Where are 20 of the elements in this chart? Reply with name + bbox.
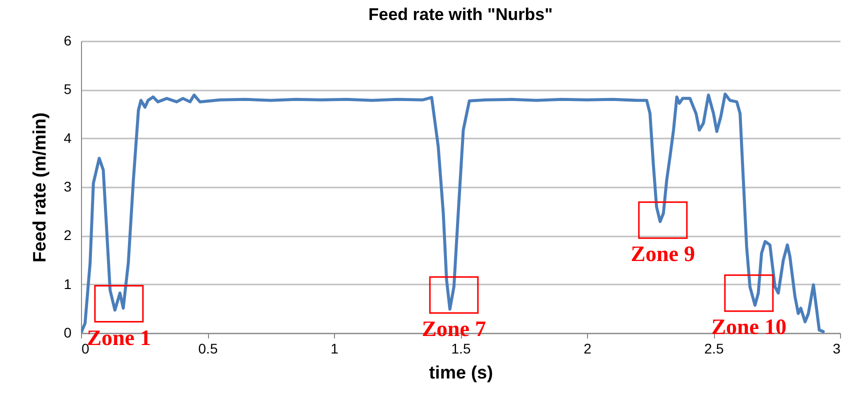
y-tick-label: 3 xyxy=(64,178,72,194)
y-axis-title: Feed rate (m/min) xyxy=(30,112,50,263)
y-tick-label: 5 xyxy=(64,81,72,98)
x-tick-label: 3 xyxy=(832,340,841,356)
x-axis-title: time (s) xyxy=(428,362,494,382)
chart-title: Feed rate with "Nurbs" xyxy=(368,5,553,24)
y-tick-label: 6 xyxy=(64,32,72,48)
y-tick-label: 1 xyxy=(64,276,72,292)
x-tick-label: 1 xyxy=(330,340,339,356)
annotation: Zone 10 xyxy=(711,314,787,340)
annotation: Zone 9 xyxy=(630,241,695,266)
x-tick-label: 0.5 xyxy=(198,340,218,356)
y-tick-label: 0 xyxy=(64,324,72,340)
x-tick-label: 2 xyxy=(584,340,592,356)
x-tick-label: 2.5 xyxy=(704,340,724,356)
x-tick-label: 0 xyxy=(82,340,90,356)
y-tick-label: 4 xyxy=(64,130,72,146)
x-tick-label: 1.5 xyxy=(451,340,471,356)
y-tick-label: 2 xyxy=(64,227,72,244)
annotation: Zone 7 xyxy=(422,316,486,342)
